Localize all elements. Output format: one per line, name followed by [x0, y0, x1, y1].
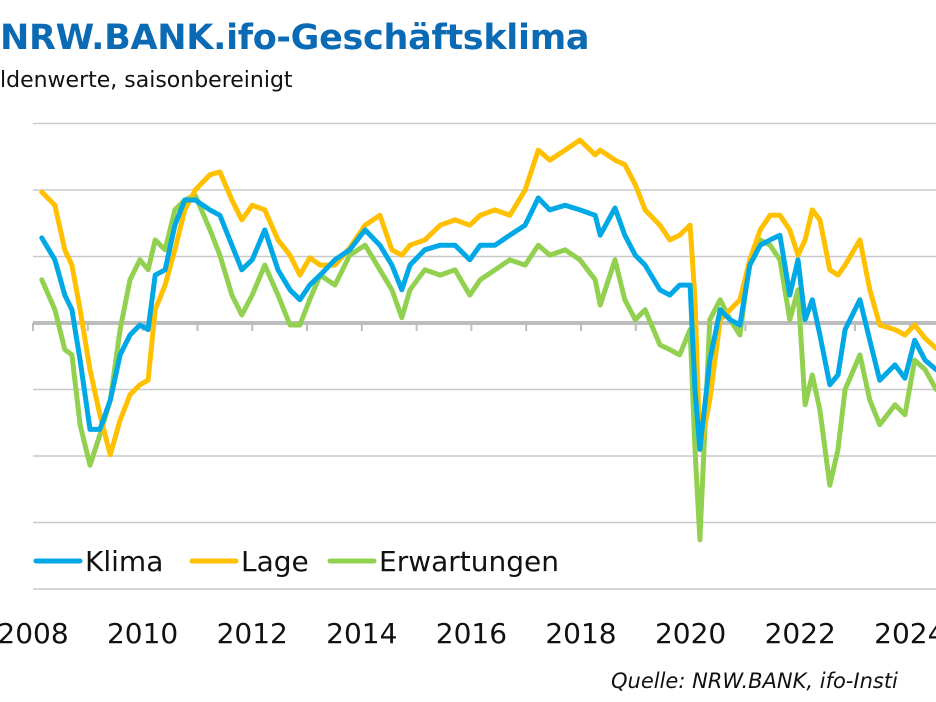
chart-title: NRW.BANK.ifo-Geschäftsklima: [0, 18, 590, 58]
series-line-lage: [39, 137, 936, 458]
x-tick-label: 2010: [107, 617, 178, 650]
source-note: Quelle: NRW.BANK, ifo-Insti: [611, 669, 898, 693]
chart-subtitle: ldenwerte, saisonbereinigt: [0, 68, 293, 93]
x-tick-label: 2018: [545, 617, 616, 650]
series-lines: [39, 137, 936, 543]
series-line-klima: [39, 195, 936, 452]
legend-label-lage: Lage: [241, 545, 309, 578]
x-tick-label: 2020: [655, 617, 726, 650]
x-tick-label: 2024: [874, 617, 936, 650]
x-axis: 2008 2010 2012 2014 2016 2018 2020 2022 2024: [0, 323, 936, 650]
x-tick-label: 2012: [217, 617, 288, 650]
series-line-erwartungen: [39, 192, 936, 543]
x-tick-label: 2016: [436, 617, 507, 650]
legend-label-erwartungen: Erwartungen: [379, 545, 559, 578]
x-tick-label: 2008: [0, 617, 69, 650]
x-tick-label: 2022: [765, 617, 836, 650]
legend: Klima Lage Erwartungen: [33, 545, 559, 578]
gridlines: [33, 122, 936, 590]
legend-label-klima: Klima: [85, 545, 163, 578]
x-tick-label: 2014: [326, 617, 397, 650]
